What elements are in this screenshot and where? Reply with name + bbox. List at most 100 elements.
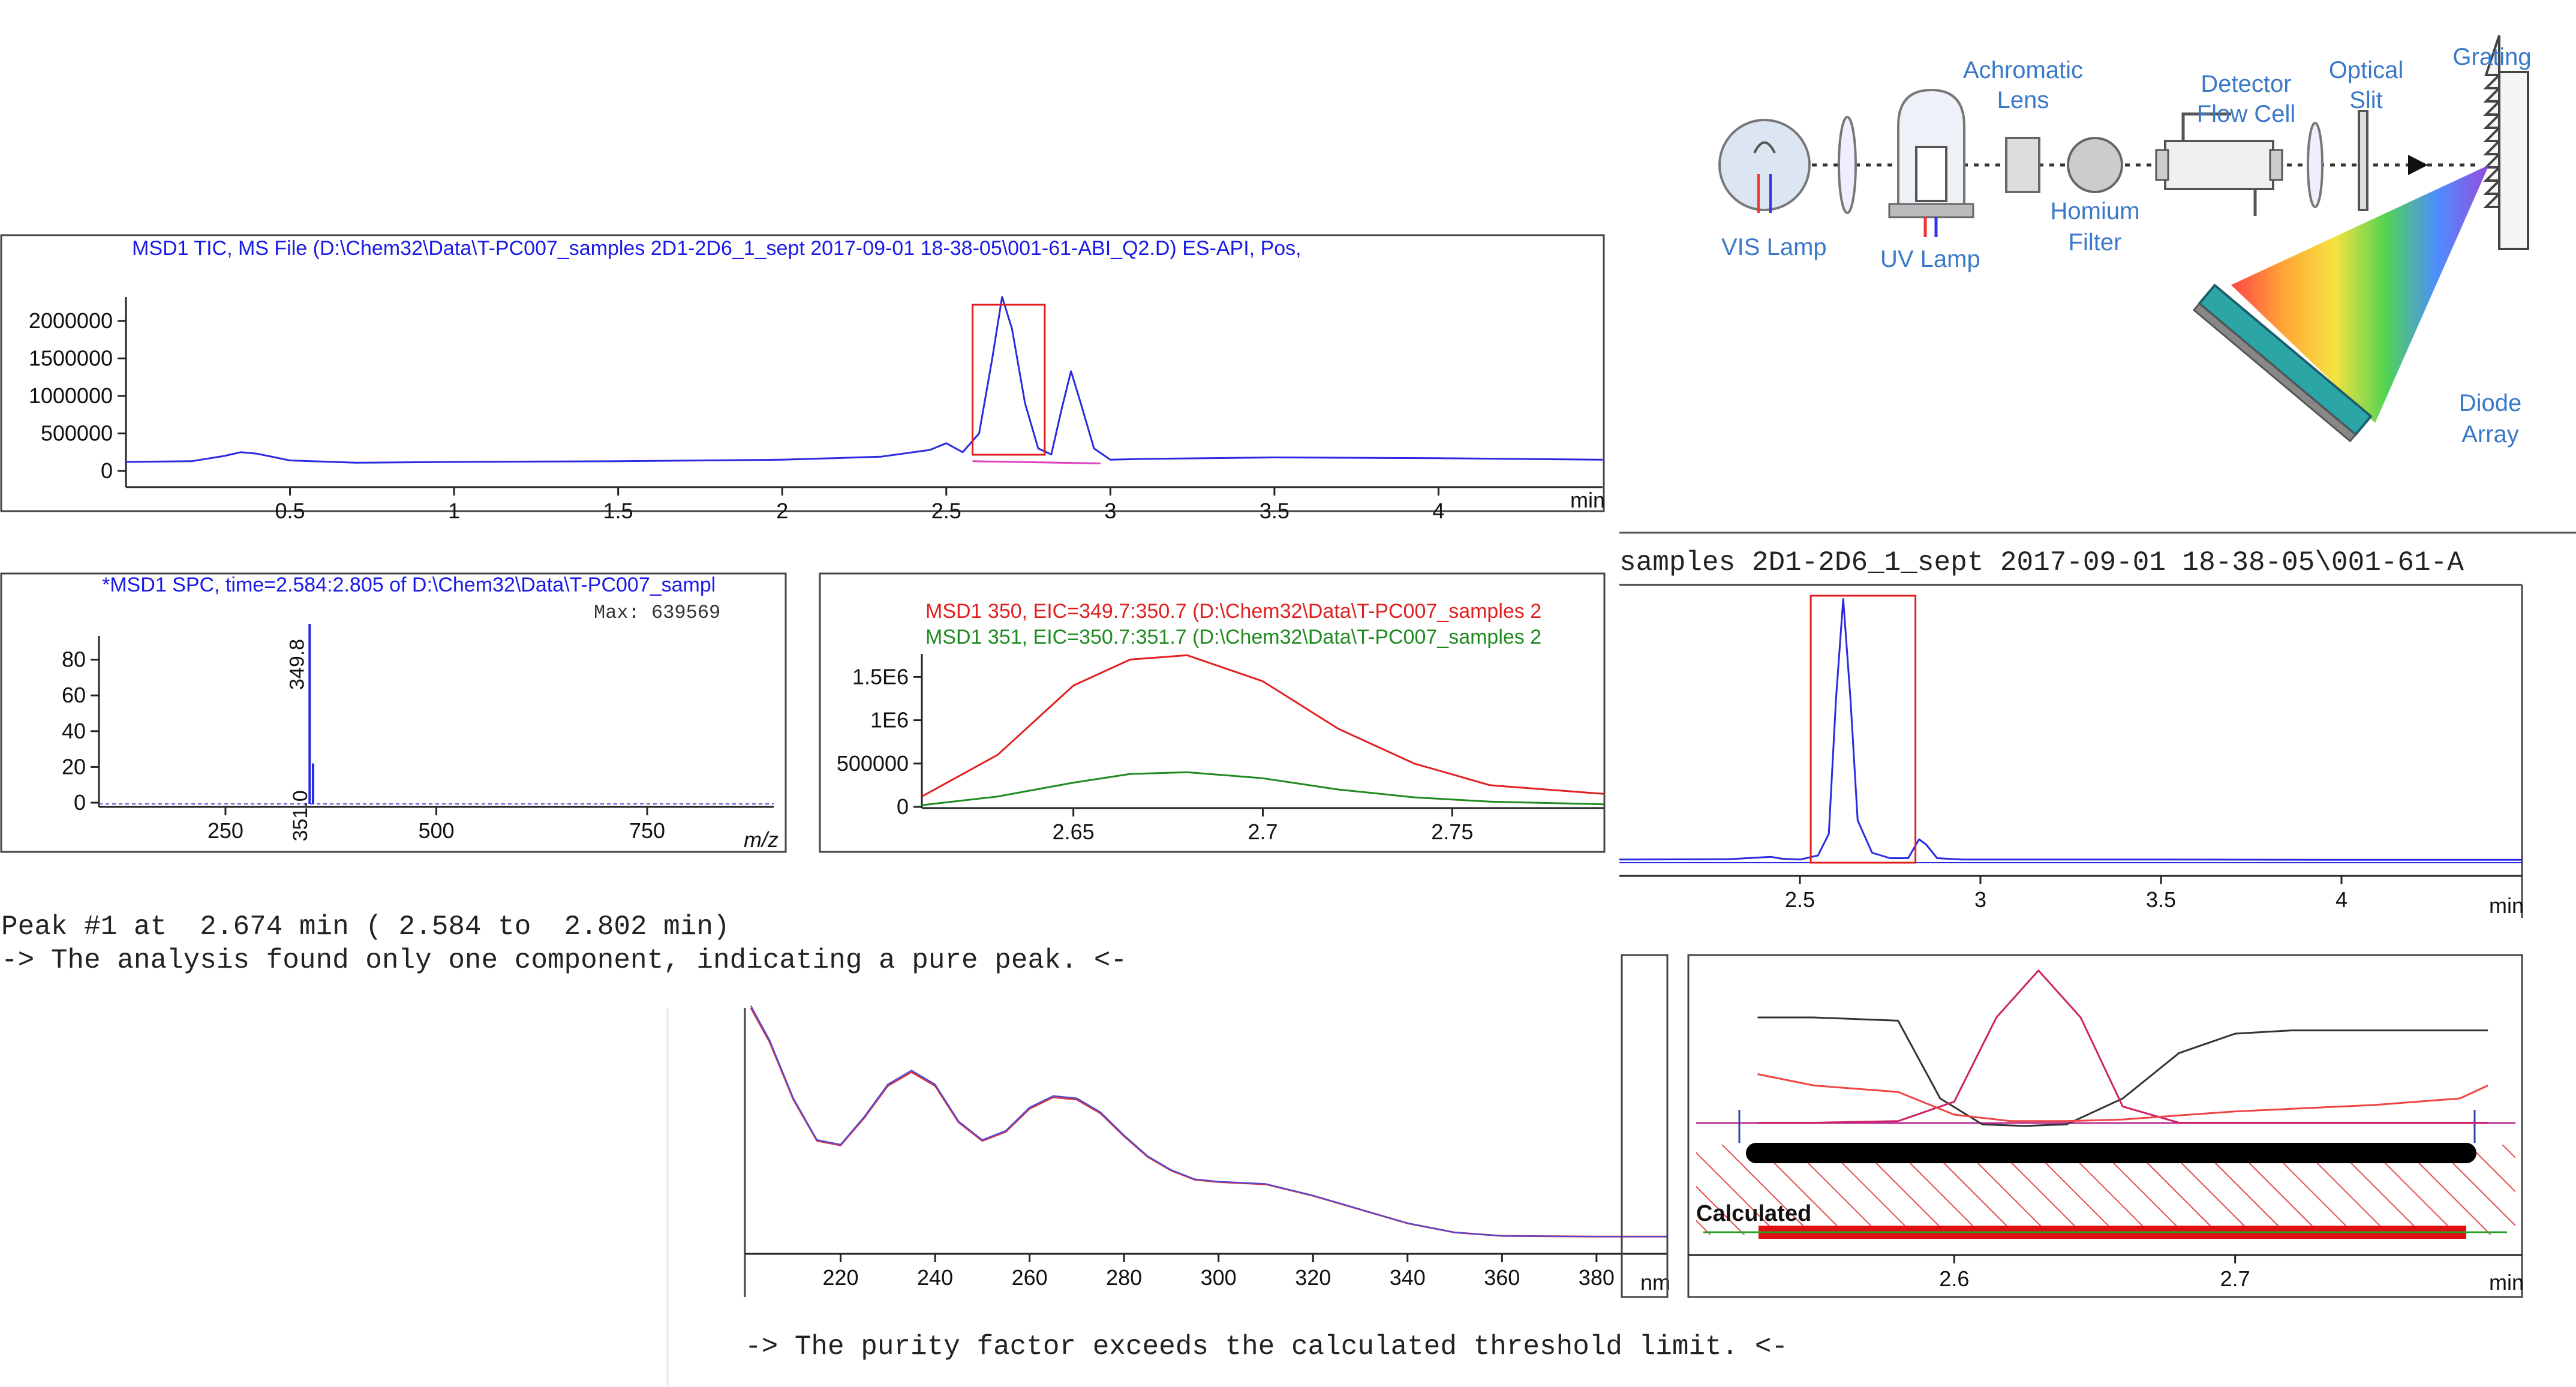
spectrum-x-tick-label: 280: [1106, 1265, 1142, 1290]
spectrum-right-frame: [1621, 954, 1669, 1298]
eic-y-tick-label: 500000: [837, 751, 909, 776]
spectrum-x-unit: nm: [1640, 1270, 1670, 1295]
purity-panel: 2.6 2.7 Calculated min: [1687, 954, 2524, 1298]
spectrum-x-tick-label: 380: [1579, 1265, 1615, 1290]
label-diode-array: Diode Array: [2459, 390, 2522, 448]
tic-y-tick-label: 2000000: [29, 308, 113, 333]
pure-peak-line: -> The analysis found only one component…: [1, 945, 1127, 976]
spectrum-x-tick-label: 300: [1201, 1265, 1237, 1290]
tic-selection-box: [972, 304, 1046, 456]
grating-icon: [2483, 35, 2502, 208]
eic-trace-350: [921, 654, 1604, 798]
eic-x-tick-label: 2.75: [1431, 819, 1473, 844]
dispersed-light: [2231, 165, 2489, 423]
tic-x-tick-label: 0.5: [275, 499, 305, 523]
optical-slit-icon: [2358, 110, 2368, 211]
eic-legend-351: MSD1 351, EIC=350.7:351.7 (D:\Chem32\Dat…: [925, 626, 1541, 649]
purity-x-tick-label: 2.6: [1939, 1266, 1969, 1291]
peak-info-line: Peak #1 at 2.674 min ( 2.584 to 2.802 mi…: [1, 911, 730, 942]
uv-x-tick-label: 4: [2335, 887, 2347, 912]
spectrum-x-tick-label: 260: [1012, 1265, 1048, 1290]
holmium-filter-icon: [2067, 137, 2123, 193]
spectrum-trace-a: [750, 1007, 1667, 1238]
spc-y-tick-label: 20: [62, 754, 86, 779]
purity-trace-red: [1757, 1073, 2488, 1122]
eic-x-tick-label: 2.7: [1248, 819, 1278, 844]
spectrum-x-tick-label: 320: [1295, 1265, 1331, 1290]
uv-x-tick-label: 2.5: [1785, 887, 1815, 912]
uv-trace: [1619, 598, 2522, 861]
spectrum-x-tick-label: 220: [822, 1265, 858, 1290]
purity-trace-peak: [1757, 969, 2488, 1124]
label-optical-slit: Optical Slit: [2329, 57, 2404, 113]
tic-x-tick-label: 1: [448, 499, 460, 523]
label-flow-cell: Detector Flow Cell: [2197, 71, 2295, 127]
uv-plot: 2.5 3 3.5 4: [1619, 595, 2522, 912]
flow-cell-icon: [2155, 112, 2283, 216]
tic-x-tick-label: 2: [776, 499, 788, 523]
eic-y-tick-label: 1E6: [870, 708, 909, 732]
threshold-line: -> The purity factor exceeds the calcula…: [745, 1331, 1788, 1362]
spc-header: *MSD1 SPC, time=2.584:2.805 of D:\Chem32…: [102, 574, 716, 596]
tic-baseline: [972, 460, 1101, 464]
tic-x-tick-label: 2.5: [931, 499, 961, 523]
tic-y-tick-label: 0: [101, 458, 113, 483]
tic-x-tick-label: 3: [1104, 499, 1116, 523]
grating-body: [2498, 71, 2529, 250]
tic-panel: MSD1 TIC, MS File (D:\Chem32\Data\T-PC00…: [0, 234, 1605, 523]
purity-trace-black: [1757, 1016, 2488, 1127]
spc-y-tick-label: 0: [74, 790, 86, 815]
spectrum-x-tick-label: 240: [917, 1265, 953, 1290]
tic-header: MSD1 TIC, MS File (D:\Chem32\Data\T-PC00…: [132, 237, 1301, 260]
label-achromatic-lens: Achromatic Lens: [1963, 57, 2083, 113]
lens-1-icon: [1838, 116, 1857, 214]
lens-2-icon: [2307, 122, 2323, 208]
uv-x-tick-label: 3.5: [2146, 887, 2176, 912]
tic-x-tick-label: 3.5: [1260, 499, 1289, 523]
eic-panel: MSD1 350, EIC=349.7:350.7 (D:\Chem32\Dat…: [819, 572, 1606, 853]
purity-calculated-label: Calculated: [1696, 1201, 1811, 1226]
label-holmium-filter: Homium Filter: [2051, 198, 2140, 256]
spc-max-label: Max: 639569: [594, 602, 720, 624]
dad-optics-diagram: VIS Lamp UV Lamp Achromatic Lens Homium Fi…: [1718, 35, 2532, 448]
spc-panel: *MSD1 SPC, time=2.584:2.805 of D:\Chem32…: [0, 572, 787, 853]
eic-y-tick-label: 1.5E6: [852, 664, 909, 689]
uv-header: samples 2D1-2D6_1_sept 2017-09-01 18-38-…: [1619, 547, 2464, 578]
uv-lamp-icon: [1888, 88, 1974, 237]
spectrum-trace-b: [750, 1005, 1667, 1238]
tic-y-tick-label: 1000000: [29, 383, 113, 408]
spectrum-x-tick-label: 360: [1484, 1265, 1520, 1290]
spc-y-tick-label: 80: [62, 647, 86, 672]
tic-x-tick-label: 1.5: [603, 499, 633, 523]
label-uv-lamp: UV Lamp: [1880, 246, 1980, 272]
tic-trace: [125, 296, 1603, 464]
spc-peak-label: 351.0: [289, 790, 312, 841]
label-grating: Grating: [2452, 44, 2531, 70]
tic-frame: [0, 234, 1605, 512]
label-vis-lamp: VIS Lamp: [1721, 234, 1827, 260]
spc-peak-label: 349.8: [285, 639, 308, 690]
achromatic-lens-icon: [2005, 137, 2040, 193]
spc-y-tick-label: 60: [62, 683, 86, 707]
uv-selection-box: [1809, 595, 1917, 864]
eic-x-tick-label: 2.65: [1053, 819, 1095, 844]
purity-x-unit: min: [2489, 1270, 2524, 1295]
uv-x-unit: min: [2489, 893, 2524, 918]
spectrum-x-tick-label: 340: [1390, 1265, 1426, 1290]
tic-plot: 0.5 1 1.5 2 2.5 3 3.5 4 0 500000 1000000 1500000 200…: [29, 296, 1603, 523]
eic-y-tick-label: 0: [897, 794, 909, 819]
purity-plot: 2.6 2.7: [1688, 969, 2522, 1291]
spc-y-tick-label: 40: [62, 719, 86, 743]
tic-y-tick-label: 1500000: [29, 346, 113, 371]
spc-x-unit: m/z: [744, 827, 778, 852]
diode-array-icon: [2192, 283, 2373, 443]
spc-x-tick-label: 500: [418, 818, 454, 843]
eic-plot: 2.65 2.7 2.75 0 500000 1E6 1.5E6: [837, 654, 1604, 844]
purity-frame: [1687, 954, 2523, 1298]
spectrum-plot: 220 240 260 280 300 320 340 360 380: [745, 1005, 1667, 1290]
spc-x-tick-label: 250: [208, 818, 244, 843]
tic-x-unit: min: [1570, 488, 1605, 512]
eic-legend-350: MSD1 350, EIC=349.7:350.7 (D:\Chem32\Dat…: [925, 600, 1541, 623]
uv-panel: samples 2D1-2D6_1_sept 2017-09-01 18-38-…: [1619, 532, 2576, 918]
